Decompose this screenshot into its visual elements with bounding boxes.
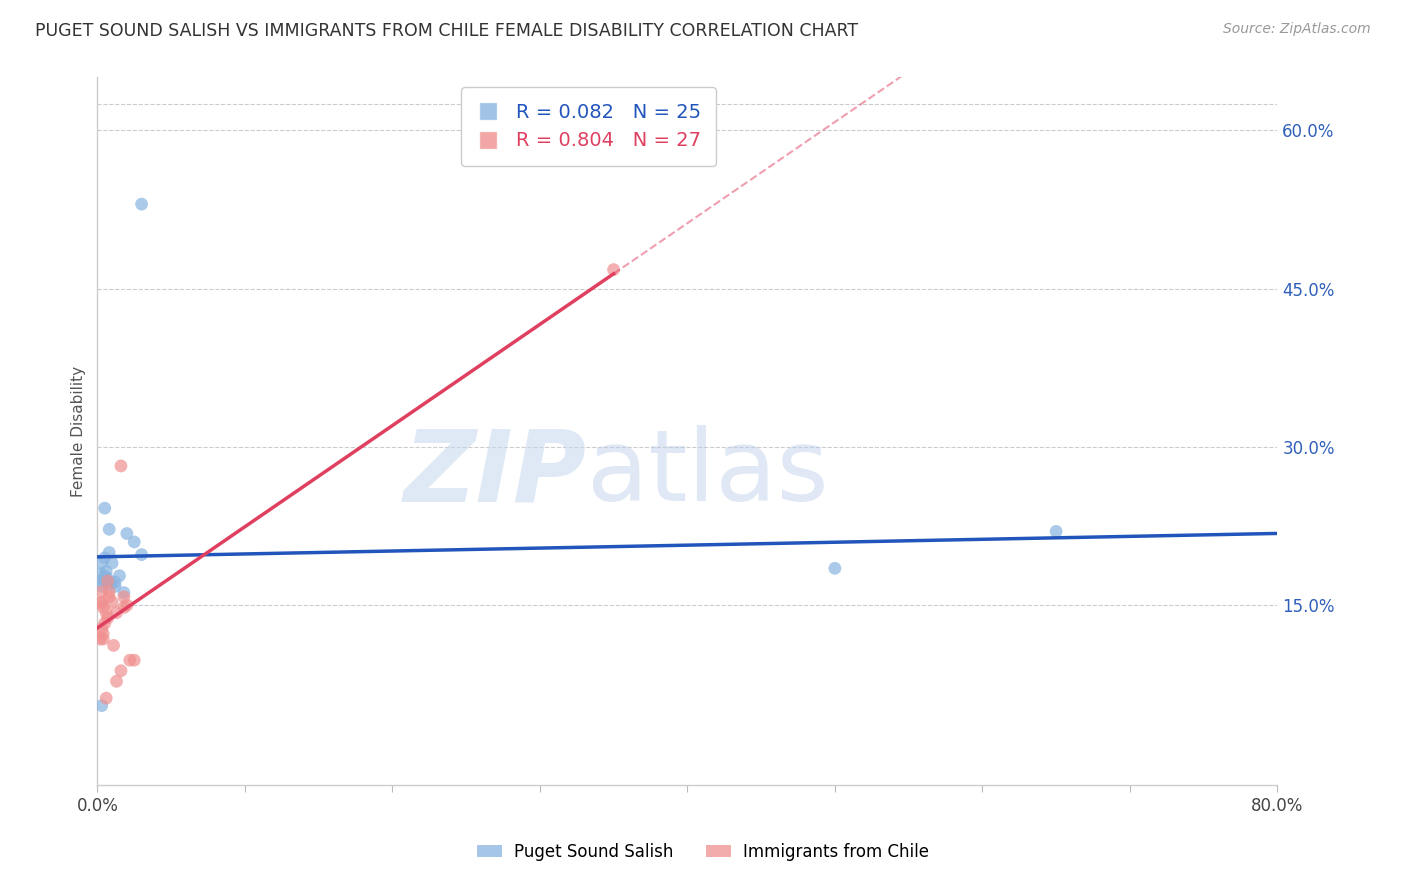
Text: atlas: atlas — [588, 425, 828, 522]
Point — [104, 575, 127, 590]
Point — [110, 458, 132, 473]
Text: PUGET SOUND SALISH VS IMMIGRANTS FROM CHILE FEMALE DISABILITY CORRELATION CHART: PUGET SOUND SALISH VS IMMIGRANTS FROM CH… — [35, 22, 858, 40]
Point — [91, 632, 114, 646]
Point — [122, 653, 145, 667]
Y-axis label: Female Disability: Female Disability — [72, 366, 86, 497]
Point — [131, 197, 153, 211]
Point — [105, 674, 128, 689]
Point — [93, 501, 115, 516]
Point — [96, 606, 118, 620]
Point — [131, 548, 153, 562]
Point — [90, 579, 112, 593]
Point — [90, 556, 112, 570]
Point — [103, 639, 125, 653]
Point — [1045, 524, 1067, 539]
Point — [97, 611, 120, 625]
Point — [112, 600, 135, 615]
Text: Source: ZipAtlas.com: Source: ZipAtlas.com — [1223, 22, 1371, 37]
Point — [90, 622, 112, 636]
Point — [96, 691, 118, 706]
Point — [89, 632, 111, 646]
Point — [93, 573, 115, 587]
Point — [93, 550, 115, 565]
Point — [105, 606, 128, 620]
Point — [90, 584, 112, 599]
Point — [90, 595, 112, 609]
Point — [89, 566, 111, 581]
Point — [118, 653, 141, 667]
Text: ZIP: ZIP — [404, 425, 588, 522]
Point — [89, 596, 111, 610]
Legend: R = 0.082   N = 25, R = 0.804   N = 27: R = 0.082 N = 25, R = 0.804 N = 27 — [461, 87, 716, 166]
Point — [96, 565, 118, 579]
Point — [98, 584, 121, 599]
Point — [112, 590, 135, 604]
Point — [98, 522, 121, 536]
Point — [90, 698, 112, 713]
Point — [602, 262, 624, 277]
Point — [97, 574, 120, 588]
Point — [112, 585, 135, 599]
Legend: Puget Sound Salish, Immigrants from Chile: Puget Sound Salish, Immigrants from Chil… — [471, 837, 935, 868]
Point — [122, 535, 145, 549]
Point — [824, 561, 846, 575]
Point — [101, 556, 124, 570]
Point — [90, 574, 112, 588]
Point — [97, 572, 120, 586]
Point — [91, 627, 114, 641]
Point — [115, 526, 138, 541]
Point — [101, 595, 124, 609]
Point — [115, 599, 138, 613]
Point — [93, 616, 115, 631]
Point — [93, 568, 115, 582]
Point — [98, 545, 121, 559]
Point — [110, 664, 132, 678]
Point — [98, 590, 121, 604]
Point — [100, 577, 122, 591]
Point — [108, 568, 131, 582]
Point — [104, 579, 127, 593]
Point — [91, 600, 114, 615]
